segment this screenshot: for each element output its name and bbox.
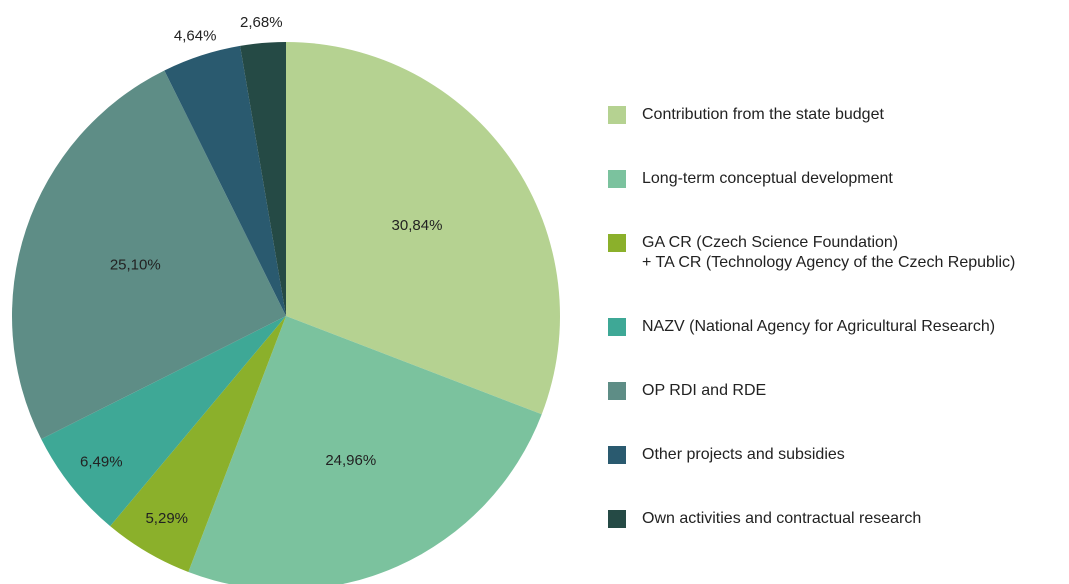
slice-label: 25,10% — [110, 257, 161, 274]
pie-slice — [41, 316, 286, 527]
legend-item: NAZV (National Agency for Agricultural R… — [608, 318, 1015, 337]
pie-slice — [188, 316, 542, 584]
legend-swatch — [608, 170, 626, 188]
pie-slice — [286, 42, 560, 415]
legend-swatch — [608, 382, 626, 400]
legend-item: GA CR (Czech Science Foundation) + TA CR… — [608, 234, 1015, 273]
legend-item: Other projects and subsidies — [608, 446, 1015, 465]
slice-label: 2,68% — [240, 14, 283, 31]
legend-label: NAZV (National Agency for Agricultural R… — [642, 318, 996, 335]
pie-slice — [110, 316, 286, 573]
legend-label: Long-term conceptual development — [642, 170, 893, 187]
legend-swatch — [608, 106, 626, 124]
legend-item: Contribution from the state budget — [608, 106, 1015, 125]
legend-label: Other projects and subsidies — [642, 446, 845, 463]
legend-label: Contribution from the state budget — [642, 106, 884, 123]
legend-swatch — [608, 234, 626, 252]
legend-item: Own activities and contractual research — [608, 510, 1015, 529]
slice-label: 30,84% — [392, 217, 443, 234]
legend-swatch — [608, 510, 626, 528]
legend-label: GA CR (Czech Science Foundation) + TA CR… — [642, 234, 1016, 271]
slice-label: 5,29% — [145, 510, 188, 527]
legend-item: Long-term conceptual development — [608, 170, 1015, 189]
slice-label: 4,64% — [174, 27, 217, 44]
slice-label: 24,96% — [325, 452, 376, 469]
legend-swatch — [608, 446, 626, 464]
legend: Contribution from the state budget Long-t… — [608, 106, 1015, 529]
pie-slice — [12, 70, 286, 440]
legend-item: OP RDI and RDE — [608, 382, 1015, 401]
pie-slice — [240, 42, 286, 316]
legend-label: OP RDI and RDE — [642, 382, 767, 399]
pie-slice — [164, 45, 286, 317]
legend-label: Own activities and contractual research — [642, 510, 922, 527]
slice-label: 6,49% — [80, 453, 123, 470]
legend-swatch — [608, 318, 626, 336]
